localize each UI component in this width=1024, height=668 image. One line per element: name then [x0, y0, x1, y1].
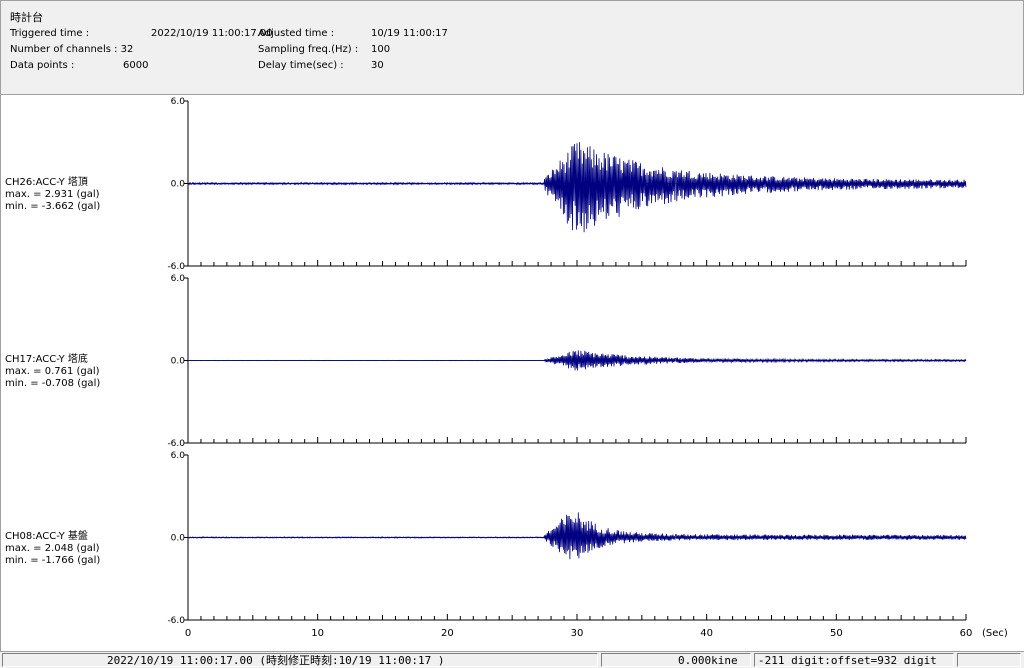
x-tick-label: 30 [571, 628, 584, 639]
data-points-value: 6000 [123, 60, 149, 71]
channels-label: Number of channels : 32 [10, 44, 134, 55]
y-tick-label: -6.0 [167, 439, 185, 449]
y-tick-label: 6.0 [171, 97, 186, 107]
y-tick-label: 0.0 [171, 357, 186, 367]
adjusted-time-label: Adjusted time : [258, 28, 335, 39]
y-tick-label: -6.0 [167, 616, 185, 626]
delay-time-value: 30 [371, 60, 384, 71]
data-points-label: Data points : [10, 60, 75, 71]
triggered-time-value: 2022/10/19 11:00:17.00 [151, 28, 273, 39]
channel-label-ch17: CH17:ACC-Y 塔底 [5, 354, 88, 365]
channel-label-ch26: CH26:ACC-Y 塔頂 [5, 177, 88, 188]
y-tick-label: 6.0 [171, 274, 186, 284]
sampling-freq-label: Sampling freq.(Hz) : [258, 44, 359, 55]
x-tick-label: 20 [441, 628, 454, 639]
triggered-time-label: Triggered time : [10, 28, 90, 39]
delay-time-label: Delay time(sec) : [258, 60, 344, 71]
status-bar: 2022/10/19 11:00:17.00 (時刻修正時刻:10/19 11:… [0, 651, 1024, 668]
y-tick-label: 0.0 [171, 180, 186, 190]
channel-max-ch26: max. = 2.931 (gal) [5, 189, 100, 200]
channel-min-ch17: min. = -0.708 (gal) [5, 378, 101, 389]
x-tick-label: 40 [700, 628, 713, 639]
waveform-chart: 6.00.0-6.06.00.0-6.06.00.0-6.00 10 20 30 40 5… [167, 97, 1008, 639]
x-tick-label: 0 [185, 628, 191, 639]
x-tick-label: 50 [830, 628, 843, 639]
channel-label-ch08: CH08:ACC-Y 基盤 [5, 531, 88, 542]
station-title: 時計台 [10, 11, 43, 24]
x-tick-label: 10 [311, 628, 324, 639]
status-extra-pane [957, 653, 1021, 667]
status-digit: -211 digit:offset=932 digit [754, 653, 954, 667]
channel-max-ch08: max. = 2.048 (gal) [5, 543, 100, 554]
x-axis-unit-label: (Sec) [982, 628, 1008, 639]
x-tick-label: 60 [960, 628, 973, 639]
sampling-freq-value: 100 [371, 44, 391, 55]
status-time: 2022/10/19 11:00:17.00 (時刻修正時刻:10/19 11:… [2, 653, 598, 667]
waveform-series-2 [187, 512, 967, 560]
y-tick-label: -6.0 [167, 262, 185, 272]
waveform-series-0 [187, 142, 967, 233]
channel-max-ch17: max. = 0.761 (gal) [5, 366, 100, 377]
status-kine: 0.000kine [601, 653, 751, 667]
waveform-series-1 [187, 350, 967, 371]
channel-min-ch26: min. = -3.662 (gal) [5, 201, 101, 212]
adjusted-time-value: 10/19 11:00:17 [371, 28, 448, 39]
y-tick-label: 6.0 [171, 451, 186, 461]
y-tick-label: 0.0 [171, 534, 186, 544]
waveform-plot-area[interactable]: CH26:ACC-Y 塔頂 max. = 2.931 (gal) min. = … [0, 95, 1024, 651]
channel-min-ch08: min. = -1.766 (gal) [5, 555, 101, 566]
plot-left-border [0, 95, 1, 651]
record-info-header: 時計台 Triggered time : 2022/10/19 11:00:17… [0, 0, 1024, 95]
